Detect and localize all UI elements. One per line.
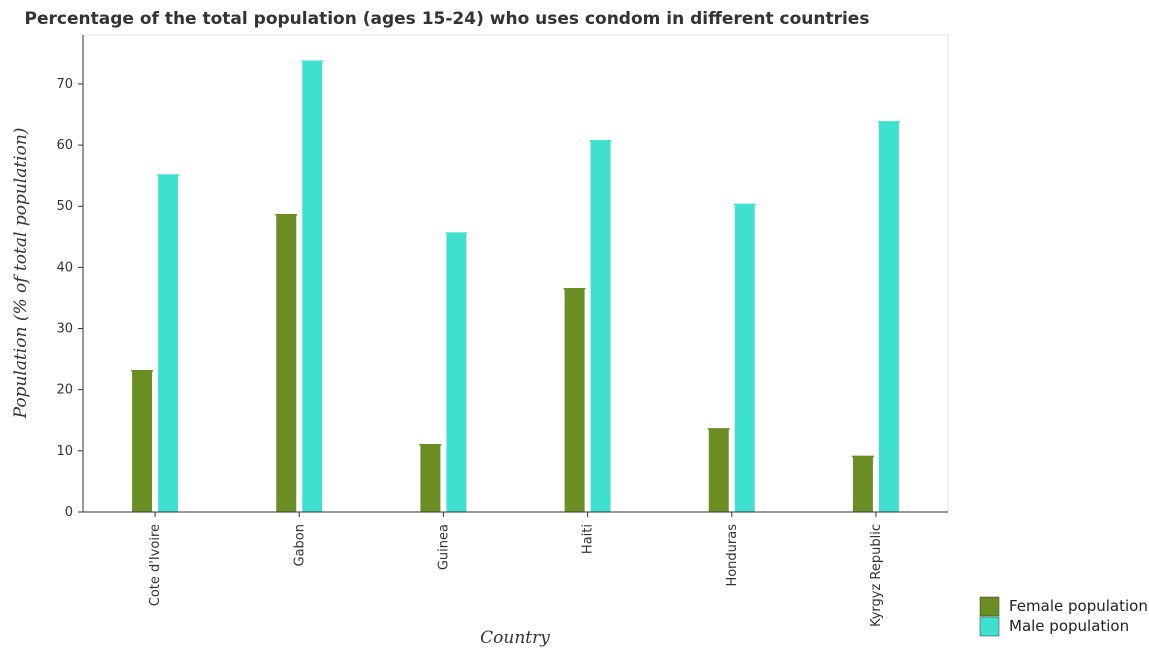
y-axis: 0 10 20 30 40 50 60 70: [56, 35, 84, 520]
bar-male: [877, 121, 900, 512]
plot-area: [82, 34, 949, 513]
bar-female: [275, 214, 298, 513]
x-tick-label: Honduras: [725, 524, 740, 587]
x-tick-label: Cote d'Ivoire: [148, 524, 163, 606]
bars-layer: [131, 60, 900, 513]
x-tick-label: Haiti: [581, 524, 596, 554]
bar-female: [851, 455, 874, 512]
y-tick-label: 0: [65, 505, 73, 520]
bar-female: [707, 428, 730, 512]
legend-swatch: [979, 596, 1000, 617]
bar-male: [445, 232, 468, 512]
legend: Female population Male population: [979, 596, 1148, 637]
bar-female: [563, 288, 586, 512]
x-tick-label: Gabon: [292, 524, 307, 567]
x-axis: Cote d'Ivoire Gabon Guinea Haiti Honduras Kyr…: [83, 511, 948, 627]
bar-male: [589, 140, 612, 513]
bar-male: [157, 174, 180, 513]
legend-label: Male population: [1009, 617, 1129, 635]
y-tick-label: 40: [56, 260, 73, 275]
y-tick-label: 50: [56, 199, 73, 214]
y-tick-label: 20: [56, 383, 73, 398]
legend-swatch: [979, 616, 1000, 637]
bar-male: [733, 203, 756, 512]
legend-label: Female population: [1009, 597, 1148, 615]
x-tick-label: Kyrgyz Republic: [869, 524, 884, 627]
legend-item-male: Male population: [979, 616, 1129, 637]
y-tick-label: 70: [56, 77, 73, 92]
x-tick-label: Guinea: [436, 524, 451, 570]
bar-female: [131, 369, 154, 512]
y-tick-label: 10: [56, 444, 73, 459]
chart-title: Percentage of the total population (ages…: [25, 9, 870, 29]
y-tick-label: 60: [56, 138, 73, 153]
bar-male: [301, 60, 324, 513]
bar-female: [419, 443, 442, 512]
legend-item-female: Female population: [979, 596, 1148, 617]
x-axis-label: Country: [480, 628, 550, 648]
y-tick-label: 30: [56, 322, 73, 337]
y-axis-label: Population (% of total population): [11, 128, 31, 420]
